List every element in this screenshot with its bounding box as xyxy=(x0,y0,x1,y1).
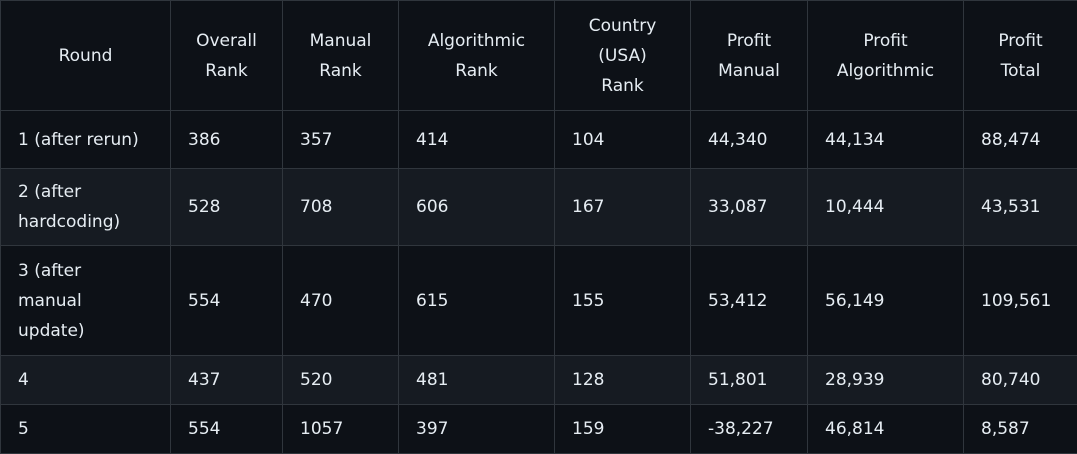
cell-manual-rank: 470 xyxy=(283,246,399,356)
cell-round: 3 (after manual update) xyxy=(1,246,171,356)
cell-profit-algorithmic: 28,939 xyxy=(808,356,964,405)
cell-manual-rank: 1057 xyxy=(283,405,399,454)
header-profit-total: Profit Total xyxy=(964,1,1077,111)
header-profit-algorithmic: Profit Algorithmic xyxy=(808,1,964,111)
cell-profit-total: 43,531 xyxy=(964,169,1077,246)
cell-profit-manual: 33,087 xyxy=(691,169,808,246)
cell-profit-manual: 44,340 xyxy=(691,111,808,169)
cell-overall-rank: 437 xyxy=(171,356,283,405)
cell-manual-rank: 357 xyxy=(283,111,399,169)
table-row: 5 554 1057 397 159 -38,227 46,814 8,587 xyxy=(1,405,1077,454)
cell-profit-manual: 53,412 xyxy=(691,246,808,356)
cell-country-rank: 155 xyxy=(555,246,691,356)
cell-round: 2 (after hardcoding) xyxy=(1,169,171,246)
cell-overall-rank: 528 xyxy=(171,169,283,246)
header-algorithmic-rank: Algorithmic Rank xyxy=(399,1,555,111)
cell-profit-algorithmic: 56,149 xyxy=(808,246,964,356)
header-round: Round xyxy=(1,1,171,111)
cell-profit-total: 88,474 xyxy=(964,111,1077,169)
cell-round: 1 (after rerun) xyxy=(1,111,171,169)
table-row: 4 437 520 481 128 51,801 28,939 80,740 xyxy=(1,356,1077,405)
cell-manual-rank: 520 xyxy=(283,356,399,405)
cell-profit-algorithmic: 44,134 xyxy=(808,111,964,169)
cell-profit-total: 8,587 xyxy=(964,405,1077,454)
table-row: 1 (after rerun) 386 357 414 104 44,340 4… xyxy=(1,111,1077,169)
cell-country-rank: 167 xyxy=(555,169,691,246)
table-row: 3 (after manual update) 554 470 615 155 … xyxy=(1,246,1077,356)
cell-profit-manual: -38,227 xyxy=(691,405,808,454)
header-overall-rank: Overall Rank xyxy=(171,1,283,111)
header-row: Round Overall Rank Manual Rank Algorithm… xyxy=(1,1,1077,111)
header-country-rank: Country (USA) Rank xyxy=(555,1,691,111)
cell-algorithmic-rank: 481 xyxy=(399,356,555,405)
cell-algorithmic-rank: 615 xyxy=(399,246,555,356)
header-manual-rank: Manual Rank xyxy=(283,1,399,111)
cell-overall-rank: 386 xyxy=(171,111,283,169)
cell-overall-rank: 554 xyxy=(171,405,283,454)
cell-profit-total: 80,740 xyxy=(964,356,1077,405)
cell-profit-manual: 51,801 xyxy=(691,356,808,405)
cell-country-rank: 128 xyxy=(555,356,691,405)
cell-algorithmic-rank: 606 xyxy=(399,169,555,246)
cell-profit-algorithmic: 46,814 xyxy=(808,405,964,454)
cell-manual-rank: 708 xyxy=(283,169,399,246)
cell-profit-algorithmic: 10,444 xyxy=(808,169,964,246)
table-row: 2 (after hardcoding) 528 708 606 167 33,… xyxy=(1,169,1077,246)
cell-round: 5 xyxy=(1,405,171,454)
header-profit-manual: Profit Manual xyxy=(691,1,808,111)
cell-overall-rank: 554 xyxy=(171,246,283,356)
cell-profit-total: 109,561 xyxy=(964,246,1077,356)
cell-round: 4 xyxy=(1,356,171,405)
cell-algorithmic-rank: 397 xyxy=(399,405,555,454)
cell-country-rank: 104 xyxy=(555,111,691,169)
cell-algorithmic-rank: 414 xyxy=(399,111,555,169)
cell-country-rank: 159 xyxy=(555,405,691,454)
